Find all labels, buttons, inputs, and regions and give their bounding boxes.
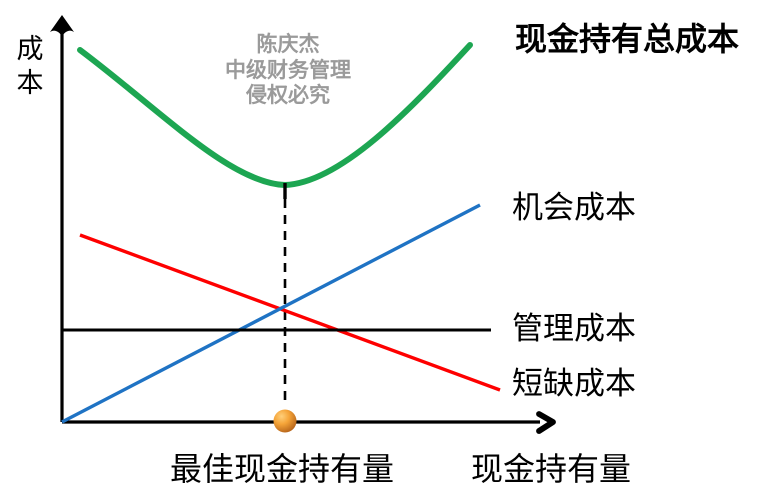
svg-text:现金持有量: 现金持有量	[471, 451, 631, 487]
svg-text:短缺成本: 短缺成本	[512, 366, 636, 401]
svg-text:最佳现金持有量: 最佳现金持有量	[170, 451, 394, 487]
svg-text:成: 成	[17, 34, 44, 64]
svg-text:管理成本: 管理成本	[512, 311, 636, 346]
svg-text:现金持有总成本: 现金持有总成本	[515, 21, 739, 57]
svg-text:中级财务管理: 中级财务管理	[225, 58, 351, 82]
svg-text:本: 本	[17, 68, 44, 98]
svg-text:机会成本: 机会成本	[512, 190, 636, 225]
svg-text:陈庆杰: 陈庆杰	[257, 32, 320, 56]
svg-text:侵权必究: 侵权必究	[245, 83, 330, 107]
